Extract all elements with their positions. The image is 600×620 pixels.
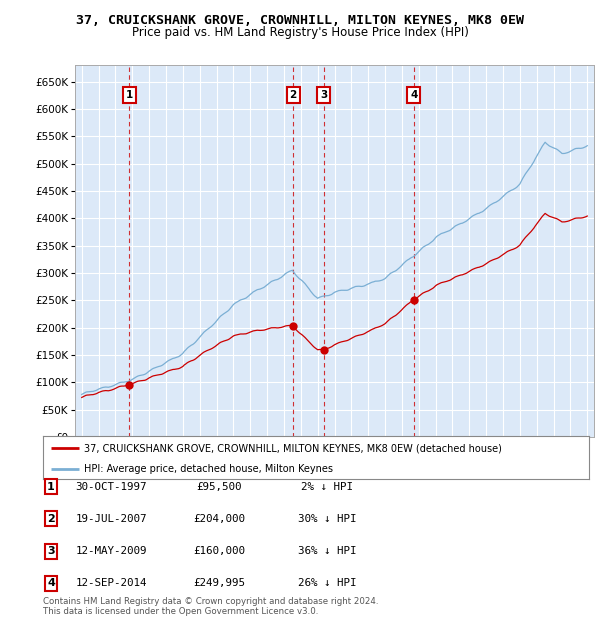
Text: Price paid vs. HM Land Registry's House Price Index (HPI): Price paid vs. HM Land Registry's House … — [131, 26, 469, 39]
Text: 37, CRUICKSHANK GROVE, CROWNHILL, MILTON KEYNES, MK8 0EW: 37, CRUICKSHANK GROVE, CROWNHILL, MILTON… — [76, 14, 524, 27]
Text: 2% ↓ HPI: 2% ↓ HPI — [301, 482, 353, 492]
Text: 4: 4 — [410, 90, 418, 100]
Text: 3: 3 — [320, 90, 328, 100]
Text: 30% ↓ HPI: 30% ↓ HPI — [298, 514, 356, 524]
Text: 1: 1 — [47, 482, 55, 492]
Text: £95,500: £95,500 — [196, 482, 242, 492]
Text: 37, CRUICKSHANK GROVE, CROWNHILL, MILTON KEYNES, MK8 0EW (detached house): 37, CRUICKSHANK GROVE, CROWNHILL, MILTON… — [84, 443, 502, 453]
Text: 1: 1 — [126, 90, 133, 100]
Text: 4: 4 — [47, 578, 55, 588]
Text: 30-OCT-1997: 30-OCT-1997 — [75, 482, 147, 492]
Text: £249,995: £249,995 — [193, 578, 245, 588]
Text: 36% ↓ HPI: 36% ↓ HPI — [298, 546, 356, 556]
Text: This data is licensed under the Open Government Licence v3.0.: This data is licensed under the Open Gov… — [43, 607, 319, 616]
Text: 2: 2 — [289, 90, 296, 100]
Text: HPI: Average price, detached house, Milton Keynes: HPI: Average price, detached house, Milt… — [84, 464, 333, 474]
Text: 12-MAY-2009: 12-MAY-2009 — [75, 546, 147, 556]
Text: 2: 2 — [47, 514, 55, 524]
Text: £204,000: £204,000 — [193, 514, 245, 524]
Text: 19-JUL-2007: 19-JUL-2007 — [75, 514, 147, 524]
Text: 12-SEP-2014: 12-SEP-2014 — [75, 578, 147, 588]
Text: Contains HM Land Registry data © Crown copyright and database right 2024.: Contains HM Land Registry data © Crown c… — [43, 597, 379, 606]
Text: 3: 3 — [47, 546, 55, 556]
Text: £160,000: £160,000 — [193, 546, 245, 556]
Text: 26% ↓ HPI: 26% ↓ HPI — [298, 578, 356, 588]
